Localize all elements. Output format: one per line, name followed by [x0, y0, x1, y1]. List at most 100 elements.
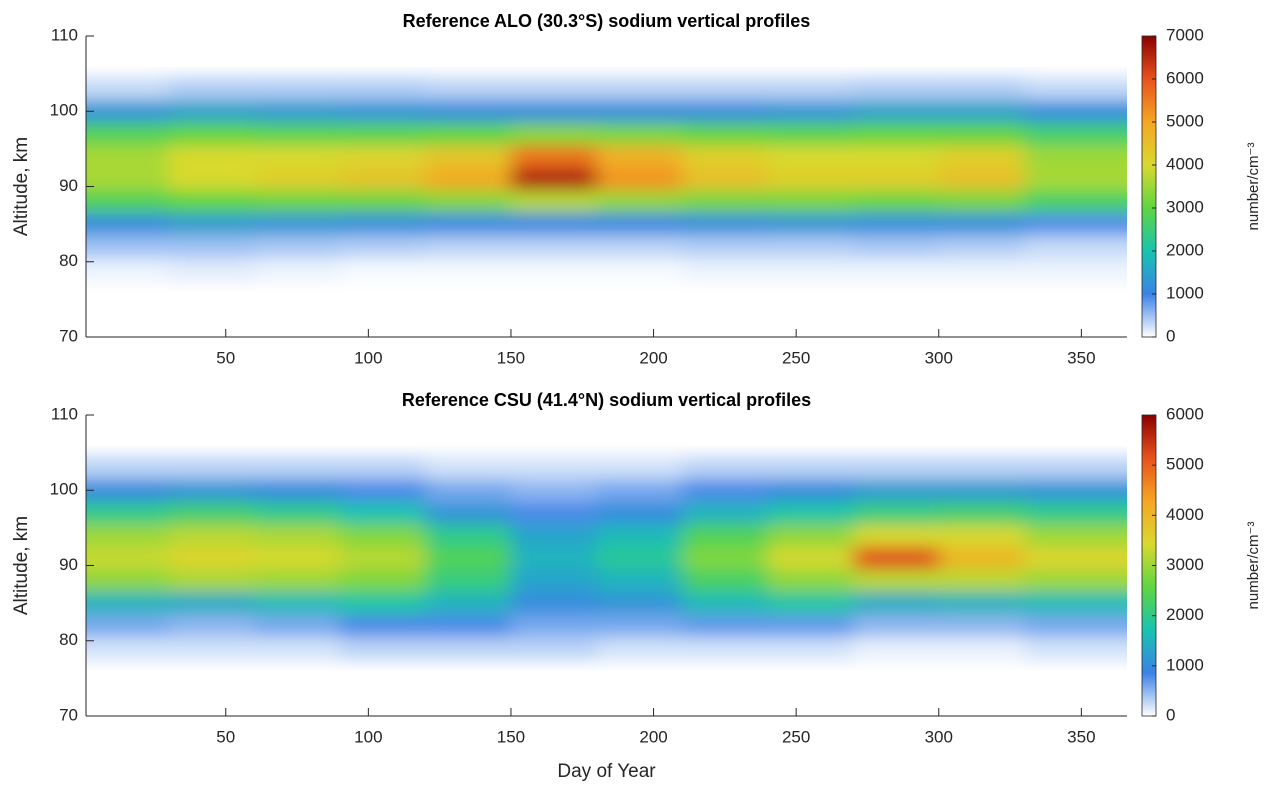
heat-cell: [682, 257, 769, 282]
heat-cell: [510, 501, 598, 525]
heat-cell: [168, 257, 255, 282]
heat-cell: [938, 257, 1025, 282]
heat-cell: [86, 99, 170, 124]
heat-cell: [86, 122, 170, 146]
colorbar-tick-label: 3000: [1166, 197, 1204, 216]
x-tick-label: 50: [216, 348, 235, 367]
y-axis-label: Altitude, km: [11, 516, 32, 615]
heat-cell: [86, 546, 170, 570]
x-tick-label: 250: [782, 727, 810, 746]
heat-cell: [425, 122, 512, 146]
heat-cell: [425, 569, 512, 593]
heat-cell: [682, 636, 769, 661]
heat-cell: [339, 145, 426, 169]
heat-cell: [425, 257, 512, 282]
heat-cell: [168, 614, 255, 638]
heat-cell: [1024, 212, 1127, 236]
heat-cell: [254, 167, 341, 191]
colorbar-tick-label: 4000: [1166, 505, 1204, 524]
heat-cell: [767, 614, 854, 638]
heat-cell: [1024, 591, 1127, 615]
heat-cell: [168, 190, 255, 214]
heat-cell: [596, 167, 683, 191]
heat-cell: [86, 257, 170, 282]
heat-cell: [168, 569, 255, 593]
heat-cell: [510, 77, 598, 101]
heat-cell: [168, 524, 255, 548]
colorbar-tick-label: 0: [1166, 326, 1175, 345]
heat-cell: [86, 212, 170, 236]
heat-cell: [938, 636, 1025, 661]
heat-cell: [853, 122, 940, 146]
heat-cell: [168, 145, 255, 169]
heat-cell: [425, 591, 512, 615]
heat-cell: [853, 636, 940, 661]
heat-cell: [86, 145, 170, 169]
heat-cell: [682, 235, 769, 259]
heat-cell: [682, 145, 769, 169]
heat-cell: [86, 524, 170, 548]
colorbar-tick-label: 2000: [1166, 605, 1204, 624]
heat-cell: [510, 167, 598, 191]
heat-cell: [510, 122, 598, 146]
heat-cell: [938, 456, 1025, 480]
heat-cell: [682, 456, 769, 480]
heat-cell: [853, 478, 940, 503]
heat-cell: [767, 122, 854, 146]
heat-cell: [938, 524, 1025, 548]
y-tick-label: 110: [51, 404, 78, 423]
heat-cell: [596, 501, 683, 525]
heat-cell: [938, 546, 1025, 570]
heat-cell: [254, 569, 341, 593]
heat-cell: [853, 569, 940, 593]
heat-cell: [853, 501, 940, 525]
x-tick-label: 150: [497, 727, 525, 746]
heat-cell: [510, 190, 598, 214]
heat-cell: [510, 145, 598, 169]
heat-cell: [1024, 235, 1127, 259]
heat-cell: [168, 212, 255, 236]
heat-cell: [1024, 636, 1127, 661]
heat-cell: [86, 167, 170, 191]
heat-cell: [853, 99, 940, 124]
heat-cell: [86, 77, 170, 101]
colorbar-tick-label: 7000: [1166, 25, 1204, 44]
colorbar: [1141, 35, 1157, 338]
heat-cell: [254, 614, 341, 638]
heat-cell: [425, 501, 512, 525]
x-tick-label: 350: [1067, 348, 1095, 367]
y-tick-label: 70: [59, 705, 78, 724]
heat-cell: [938, 569, 1025, 593]
y-tick-label: 70: [59, 326, 78, 345]
heat-cell: [425, 77, 512, 101]
heat-cell: [510, 546, 598, 570]
heat-cell: [425, 145, 512, 169]
heat-cell: [853, 257, 940, 282]
heat-cell: [767, 569, 854, 593]
heat-cell: [425, 190, 512, 214]
heat-cell: [425, 524, 512, 548]
x-axis-label: Day of Year: [557, 761, 656, 782]
heat-cell: [938, 145, 1025, 169]
heat-cell: [596, 456, 683, 480]
heat-cell: [86, 569, 170, 593]
heat-cell: [254, 77, 341, 101]
cells: [86, 77, 1127, 282]
heat-cell: [510, 456, 598, 480]
heat-cell: [86, 591, 170, 615]
heat-cell: [767, 478, 854, 503]
y-tick-label: 90: [59, 176, 78, 195]
heat-cell: [510, 235, 598, 259]
heat-cell: [938, 212, 1025, 236]
heat-cell: [596, 524, 683, 548]
colorbar-tick-label: 0: [1166, 705, 1175, 724]
heat-cell: [938, 167, 1025, 191]
heat-cell: [339, 478, 426, 503]
heat-cell: [767, 190, 854, 214]
y-axis-label: Altitude, km: [11, 137, 32, 236]
heat-cell: [339, 501, 426, 525]
heat-cell: [425, 456, 512, 480]
cells: [86, 456, 1127, 661]
heat-cell: [853, 77, 940, 101]
